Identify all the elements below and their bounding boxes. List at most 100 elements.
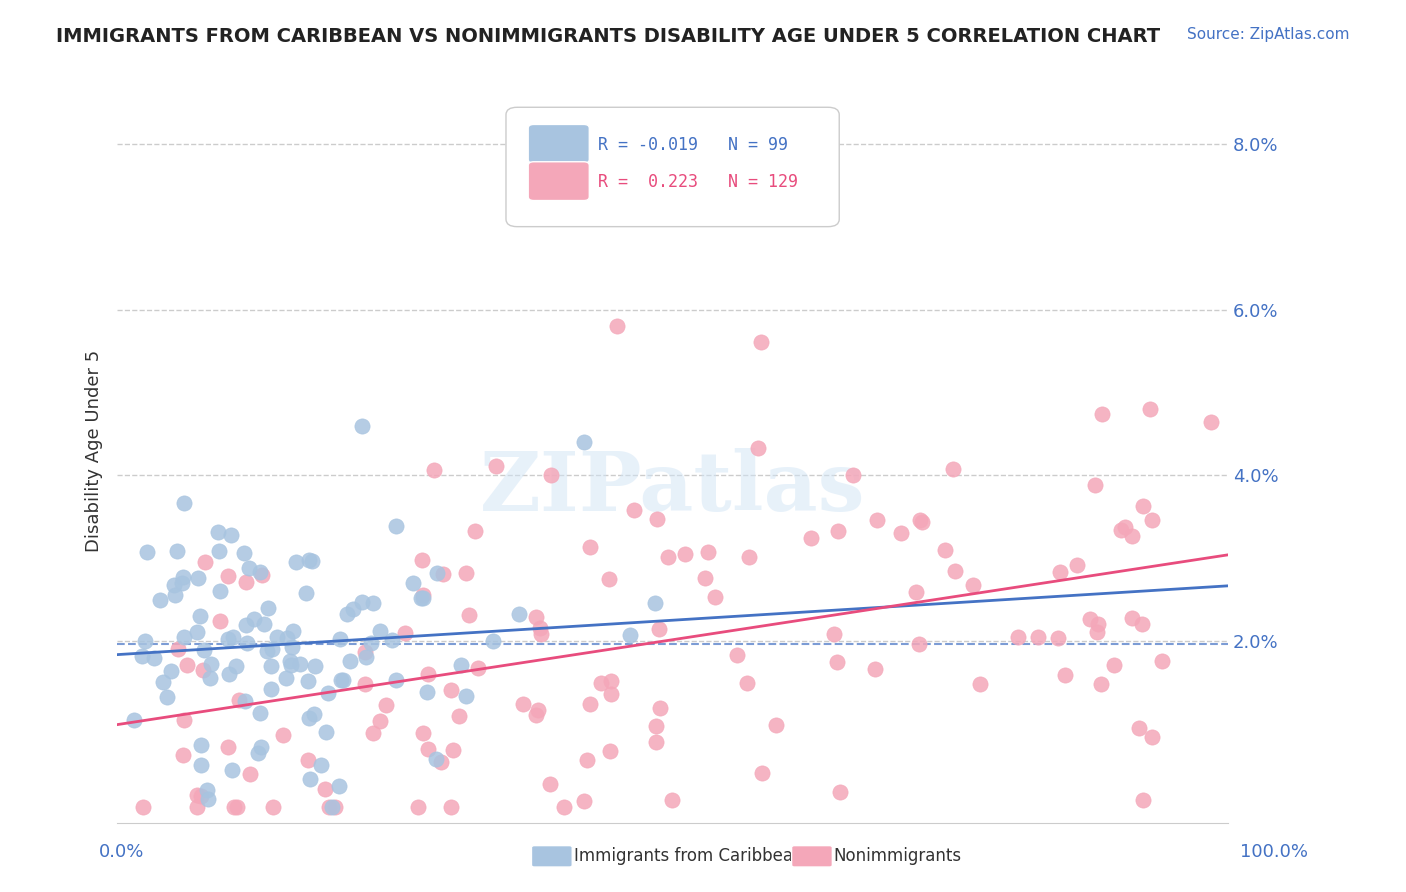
Point	[1132, 499, 1154, 513]
Point	[1007, 630, 1029, 644]
Point	[1085, 624, 1108, 639]
Point	[207, 524, 229, 539]
Point	[450, 657, 472, 672]
Point	[197, 791, 219, 805]
Point	[266, 630, 288, 644]
Point	[235, 617, 257, 632]
Point	[209, 614, 232, 628]
Point	[217, 632, 239, 647]
Point	[908, 514, 931, 528]
Point	[890, 526, 912, 541]
Point	[1140, 730, 1163, 744]
Point	[540, 467, 562, 482]
Point	[131, 648, 153, 663]
Point	[217, 568, 239, 582]
Point	[673, 548, 696, 562]
Point	[1150, 654, 1173, 668]
Point	[572, 794, 595, 808]
Point	[350, 595, 373, 609]
Point	[1091, 407, 1114, 421]
Point	[257, 600, 280, 615]
Point	[1049, 565, 1071, 579]
Point	[271, 728, 294, 742]
Point	[332, 673, 354, 687]
Point	[426, 566, 449, 581]
Point	[288, 657, 311, 671]
Point	[524, 610, 547, 624]
Point	[735, 676, 758, 690]
Point	[156, 690, 179, 705]
Point	[751, 766, 773, 780]
Point	[576, 752, 599, 766]
Text: 100.0%: 100.0%	[1240, 843, 1308, 861]
Point	[598, 572, 620, 586]
Point	[1109, 523, 1132, 537]
Point	[1114, 520, 1136, 534]
Point	[276, 672, 298, 686]
Point	[166, 642, 188, 657]
Point	[221, 764, 243, 778]
Point	[304, 706, 326, 721]
Point	[830, 785, 852, 799]
Text: R =  0.223   N = 129: R = 0.223 N = 129	[598, 173, 799, 191]
Y-axis label: Disability Age Under 5: Disability Age Under 5	[86, 350, 103, 551]
Point	[969, 677, 991, 691]
Point	[329, 632, 352, 646]
Point	[173, 630, 195, 644]
Point	[412, 588, 434, 602]
Point	[193, 663, 215, 677]
Point	[1090, 677, 1112, 691]
Point	[599, 744, 621, 758]
Point	[737, 549, 759, 564]
Point	[1104, 657, 1126, 672]
Point	[1121, 528, 1143, 542]
Point	[321, 800, 343, 814]
Point	[454, 689, 477, 703]
Point	[250, 739, 273, 754]
Point	[1121, 610, 1143, 624]
Point	[301, 554, 323, 568]
Point	[457, 608, 479, 623]
Point	[176, 658, 198, 673]
Point	[239, 767, 262, 781]
Point	[235, 574, 257, 589]
Point	[384, 673, 406, 688]
Point	[262, 800, 284, 814]
Point	[1139, 402, 1161, 417]
Point	[527, 703, 550, 717]
Point	[394, 626, 416, 640]
Point	[425, 752, 447, 766]
Point	[411, 553, 433, 567]
Point	[225, 659, 247, 673]
Point	[423, 463, 446, 477]
Point	[825, 655, 848, 669]
Point	[579, 540, 602, 554]
Point	[219, 528, 242, 542]
Point	[553, 800, 575, 814]
Point	[318, 800, 340, 814]
Point	[136, 545, 159, 559]
Point	[194, 555, 217, 569]
FancyBboxPatch shape	[529, 161, 589, 201]
Point	[336, 607, 359, 621]
Point	[247, 746, 270, 760]
Point	[1084, 478, 1107, 492]
Point	[193, 643, 215, 657]
Point	[143, 650, 166, 665]
Point	[907, 637, 929, 651]
Point	[173, 496, 195, 510]
Text: Immigrants from Caribbean: Immigrants from Caribbean	[574, 847, 803, 865]
Point	[650, 701, 672, 715]
Point	[441, 743, 464, 757]
Text: ZIPatlas: ZIPatlas	[479, 448, 865, 528]
Point	[412, 591, 434, 605]
Point	[294, 586, 316, 600]
Point	[250, 568, 273, 582]
Point	[1087, 617, 1109, 632]
Point	[1130, 617, 1153, 632]
Point	[416, 684, 439, 698]
Point	[381, 632, 404, 647]
Point	[172, 747, 194, 762]
Point	[823, 627, 845, 641]
Point	[342, 602, 364, 616]
